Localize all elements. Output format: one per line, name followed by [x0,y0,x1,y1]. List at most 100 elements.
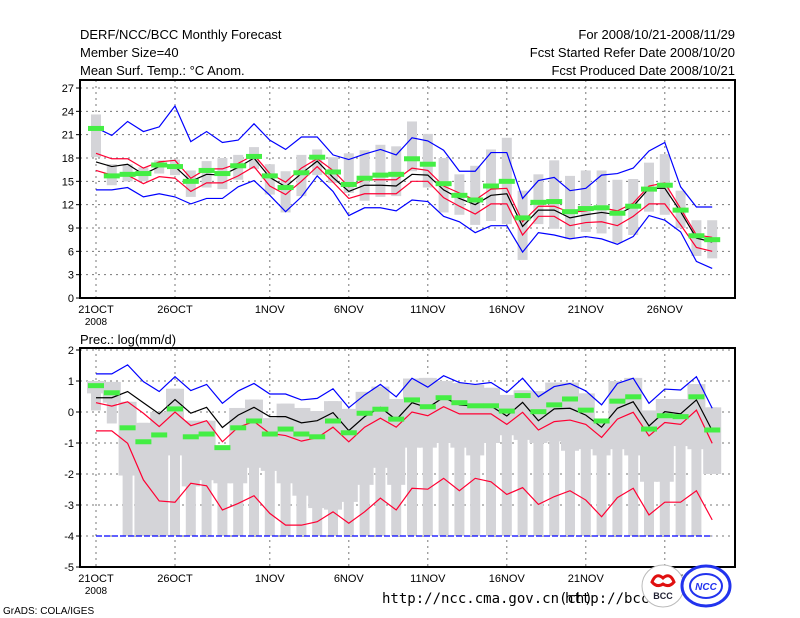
green-marker [388,171,405,177]
ensemble-range-bar [312,149,323,176]
ensemble-range-bar [533,174,544,225]
ensemble-range-bar [264,418,275,536]
x-tick-label: 26OCT [157,304,193,316]
ensemble-box [245,399,263,468]
green-marker [182,178,199,184]
ensemble-range-bar [407,378,417,536]
forecast-start-date: Fcst Started Refer Date 2008/10/20 [530,45,735,60]
x-tick-label: 21OCT [78,304,114,316]
ensemble-range-bar [106,381,117,424]
ensemble-range-bar [422,133,433,188]
green-marker [372,406,389,412]
green-marker [467,403,484,409]
green-marker [230,163,247,169]
ensemble-range-bar [438,381,449,536]
ensemble-box [276,403,295,484]
green-marker [356,175,373,181]
ensemble-range-bar [375,144,386,197]
ensemble-box [371,386,390,468]
green-marker [103,173,120,179]
green-marker [562,396,578,402]
ensemble-range-bar [565,382,575,536]
green-marker [530,199,547,205]
series-line-max [95,104,713,208]
green-marker [435,395,452,401]
ensemble-range-bar [549,382,560,536]
ensemble-box [640,410,658,482]
green-marker [514,215,531,221]
ensemble-range-bar [359,150,370,201]
ensemble-range-bar [91,114,101,158]
x-tick-label: 21OCT [78,573,114,585]
y-tick-label: -3 [64,500,74,512]
green-marker [483,403,499,409]
green-marker [672,414,689,420]
ensemble-box [513,390,532,440]
ensemble-range-bar [470,384,481,536]
ensemble-range-bar [675,398,686,536]
ensemble-range-bar [628,377,639,536]
green-marker [577,407,594,413]
green-marker [546,402,563,408]
ensemble-box [671,398,690,447]
green-marker [309,434,326,440]
y-tick-label: 3 [68,270,74,282]
ensemble-range-bar [391,146,402,197]
y-tick-label: 6 [68,246,74,258]
y-tick-label: 0 [68,407,74,419]
green-marker [672,207,689,213]
green-marker [182,434,199,440]
green-marker [451,400,468,406]
y-tick-label: 21 [62,130,74,142]
ensemble-range-bar [580,170,591,232]
green-marker [372,172,389,178]
ensemble-box [387,398,406,485]
bcc-logo: BCC [641,564,685,608]
green-marker [135,439,152,445]
bcc-logo-text: BCC [653,591,673,601]
green-marker [530,409,547,415]
green-marker [404,156,420,162]
bcc-url-link[interactable]: http://bcc. [565,591,658,607]
x-tick-label: 1NOV [255,573,286,585]
y-tick-label: 15 [62,176,74,188]
series-line-ensemble-mean [96,390,713,432]
x-tick-year: 2008 [85,317,108,328]
y-tick-label: 0 [68,293,74,305]
x-tick-label: 16NOV [489,573,526,585]
green-marker [419,161,436,167]
x-tick-label: 21NOV [568,304,605,316]
ensemble-range-bar [596,170,607,234]
ensemble-box [118,401,137,476]
green-marker [246,153,262,159]
plot-frame [79,79,736,299]
ensemble-range-bar [343,153,354,193]
green-marker [609,398,626,404]
ncc-url-link[interactable]: http://ncc.cma.gov.cn(ch) [382,591,593,607]
green-marker [293,431,310,437]
ensemble-range-bar [501,394,512,536]
ensemble-box [181,420,200,487]
precip-panel-title: Prec.: log(mm/d) [80,332,176,347]
green-marker [451,192,468,198]
x-tick-label: 6NOV [334,573,365,585]
ensemble-range-bar [596,420,607,536]
ensemble-range-bar [217,446,228,536]
green-marker [419,404,436,410]
green-marker [688,394,705,400]
ensemble-box [561,382,579,451]
x-tick-label: 1NOV [255,304,286,316]
series-line-lower [95,165,713,252]
green-marker [151,432,168,438]
green-marker [498,408,515,414]
ensemble-box [655,398,674,482]
ensemble-box [450,383,469,448]
ensemble-box [150,412,169,536]
green-marker [214,445,231,451]
green-marker [404,397,420,403]
ensemble-range-bar [422,377,433,536]
y-tick-label: -5 [64,562,74,574]
green-marker [577,206,594,212]
